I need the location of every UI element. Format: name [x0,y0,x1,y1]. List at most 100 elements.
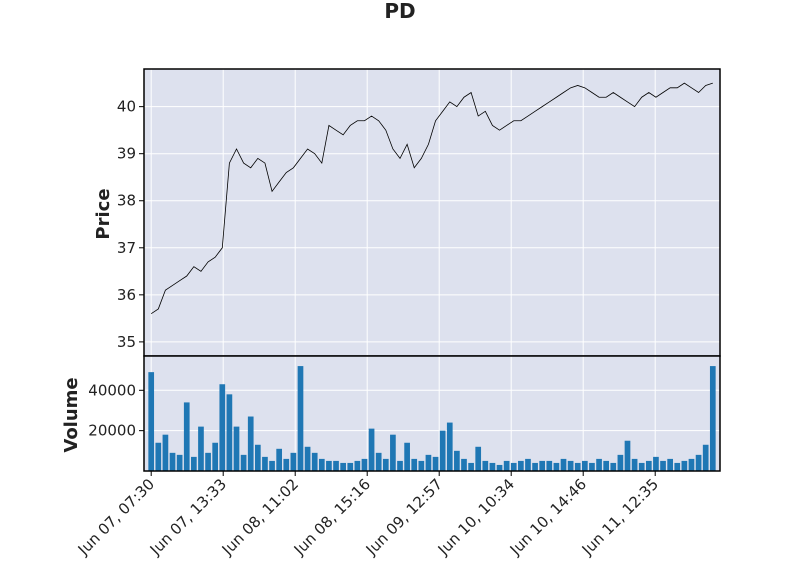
x-tick-label: Jun 07, 13:33 [146,475,230,559]
volume-bar [681,460,688,471]
volume-bar [439,430,446,471]
x-tick-label: Jun 07, 07:30 [74,475,158,559]
price-tick-label: 36 [117,286,136,304]
volume-bar [674,462,681,471]
volume-bars [148,366,716,471]
chart-title: PD [384,0,415,23]
x-tick-label: Jun 08, 11:02 [218,475,302,559]
volume-bar [603,460,610,471]
volume-bar [155,442,162,471]
volume-bar [702,444,709,471]
volume-bar [205,452,211,471]
volume-bar [333,460,339,471]
volume-bar [539,460,546,471]
volume-bar [610,462,617,471]
volume-panel-background [144,356,720,471]
volume-bar [546,460,553,471]
volume-y-label: Volume [61,377,82,452]
price-tick-label: 40 [117,98,136,116]
volume-bar [553,462,560,471]
volume-bar [404,442,410,471]
volume-bar [624,440,631,471]
price-tick-label: 38 [117,192,136,210]
volume-bar [653,456,659,471]
x-tick-label: Jun 10, 14:46 [506,475,590,559]
volume-bar [276,448,283,471]
volume-bar [468,462,474,471]
volume-bar [318,458,325,471]
volume-bar [631,458,638,471]
volume-bar [560,458,567,471]
volume-bar [489,462,496,471]
volume-bar [425,454,432,471]
volume-bar [525,458,531,471]
volume-bar [361,458,368,471]
price-tick-label: 39 [117,145,136,163]
volume-bar [326,460,332,471]
volume-bar [397,460,403,471]
volume-bar [411,458,418,471]
price-line [150,82,713,314]
volume-bar [162,434,169,471]
volume-bar [574,462,581,471]
volume-bar [617,454,624,471]
volume-bar [390,434,396,471]
volume-bar [183,402,190,471]
x-tick-label: Jun 08, 15:16 [290,475,374,559]
volume-panel-frame [143,355,721,472]
price-grid [144,69,720,356]
volume-bar [596,458,602,471]
volume-bar [368,428,375,471]
volume-tick-label: 20000 [88,422,136,440]
volume-bar [503,460,510,471]
volume-bar [240,454,247,471]
volume-bar [454,450,460,471]
volume-bar [567,460,574,471]
volume-bar [269,460,275,471]
x-tick-label: Jun 10, 10:34 [434,475,518,559]
volume-bar [347,462,354,471]
volume-bar [461,458,467,471]
volume-bar [233,426,240,471]
volume-y-ticks: 20000 40000 [88,381,144,440]
volume-bar [304,446,311,471]
volume-bar [532,462,538,471]
volume-bar [475,446,482,471]
volume-bar [212,442,219,471]
volume-bar [418,460,425,471]
volume-bar [496,464,503,471]
volume-tick-label: 40000 [88,381,136,399]
volume-bar [254,444,261,471]
volume-bar [667,458,673,471]
volume-bar [482,460,489,471]
volume-bar [340,462,346,471]
price-tick-label: 37 [117,239,136,257]
x-tick-label: Jun 11, 12:35 [578,475,662,559]
volume-bar [638,462,645,471]
volume-bar [660,460,666,471]
volume-bar [247,416,254,471]
volume-bar [581,460,588,471]
volume-bar [176,454,183,471]
volume-bar [510,462,517,471]
price-y-ticks: 35 36 37 38 39 40 [117,98,144,351]
volume-bar [290,452,297,471]
volume-bar [688,458,695,471]
volume-bar [226,394,233,471]
volume-bar [354,460,361,471]
volume-bar [262,456,268,471]
volume-bar [645,460,652,471]
price-tick-label: 35 [117,333,136,351]
volume-bar [311,452,318,471]
volume-bar [695,454,702,471]
volume-bar [191,456,197,471]
volume-bar [446,422,453,471]
volume-bar [297,366,304,471]
price-panel-background [144,69,720,356]
volume-bar [589,462,595,471]
volume-bar [283,458,290,471]
volume-bar [169,452,176,471]
volume-bar [198,426,204,471]
price-y-label: Price [93,188,114,239]
x-tick-label: Jun 09, 12:57 [362,475,446,559]
